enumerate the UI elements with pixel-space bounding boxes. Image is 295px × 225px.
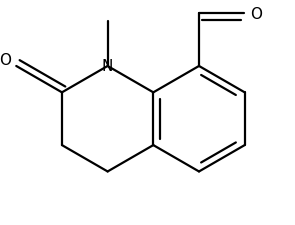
Text: N: N <box>102 59 113 74</box>
Text: O: O <box>250 7 262 22</box>
Text: O: O <box>0 52 11 68</box>
